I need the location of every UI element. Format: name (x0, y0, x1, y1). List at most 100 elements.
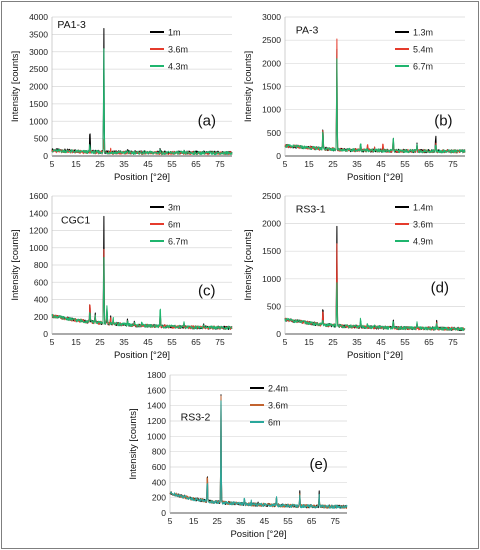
x-tick-label: 25 (95, 159, 105, 169)
y-tick-label: 1200 (147, 416, 166, 426)
legend-label: 3m (168, 203, 181, 213)
legend-label: 3.6m (268, 401, 288, 411)
chart-panel-d: 0 500 1000 1500 2000 2500 5 15 25 35 45 55 65 75 1.4m 3… (243, 191, 466, 361)
y-axis-title: Intensity [counts] (10, 229, 21, 300)
x-axis-title: Position [°2θ] (347, 172, 403, 183)
y-tick-label: 1800 (147, 370, 166, 380)
x-tick-label: 65 (191, 337, 201, 347)
legend-label: 6m (168, 220, 181, 230)
y-tick-label: 1500 (29, 99, 48, 109)
y-tick-label: 3000 (262, 12, 281, 22)
legend-label: 6.7m (168, 237, 188, 247)
x-axis-title: Position [°2θ] (114, 350, 170, 361)
x-tick-label: 35 (352, 159, 362, 169)
x-tick-label: 45 (143, 159, 153, 169)
legend-label: 2.4m (268, 384, 288, 394)
x-tick-label: 55 (400, 159, 410, 169)
sample-label: PA1-3 (57, 19, 86, 31)
y-tick-label: 2500 (29, 64, 48, 74)
y-tick-label: 2000 (29, 82, 48, 92)
x-tick-label: 35 (236, 516, 246, 526)
x-tick-label: 75 (215, 337, 225, 347)
y-tick-label: 500 (34, 134, 48, 144)
x-tick-label: 65 (307, 516, 317, 526)
panel-letter: (c) (198, 282, 216, 299)
chart-panel-c: 0 200 400 600 800 1000 1200 1400 1600 5 15 25 35 45 55… (10, 191, 233, 361)
legend-label: 4.9m (413, 237, 433, 247)
y-tick-label: 3000 (29, 47, 48, 57)
x-tick-label: 75 (330, 516, 340, 526)
x-axis-title: Position [°2θ] (347, 350, 403, 361)
y-tick-label: 2500 (262, 35, 281, 45)
y-tick-label: 500 (267, 301, 281, 311)
panel-letter: (a) (198, 112, 216, 129)
legend-label: 6.7m (413, 62, 433, 72)
x-tick-label: 15 (304, 159, 314, 169)
x-tick-label: 65 (424, 337, 434, 347)
x-axis-title: Position [°2θ] (114, 172, 170, 183)
series-line-4.3m (51, 48, 233, 156)
x-axis-title: Position [°2θ] (230, 529, 286, 540)
x-tick-label: 45 (260, 516, 270, 526)
legend-label: 3.6m (168, 45, 188, 55)
legend-label: 1m (168, 28, 181, 38)
sample-label: CGC1 (61, 215, 90, 227)
y-tick-label: 1000 (29, 116, 48, 126)
x-tick-label: 35 (352, 337, 362, 347)
x-tick-label: 35 (119, 159, 129, 169)
legend-label: 1.3m (413, 28, 433, 38)
y-tick-label: 2500 (262, 191, 281, 201)
legend-label: 6m (268, 418, 281, 428)
y-axis-title: Intensity [counts] (128, 408, 139, 479)
x-tick-label: 45 (376, 159, 386, 169)
y-axis-title: Intensity [counts] (10, 51, 21, 122)
x-tick-label: 5 (50, 159, 55, 169)
y-tick-label: 4000 (29, 12, 48, 22)
y-tick-label: 1000 (262, 274, 281, 284)
x-tick-label: 55 (283, 516, 293, 526)
y-tick-label: 1200 (29, 226, 48, 236)
x-tick-label: 25 (328, 337, 338, 347)
chart-panel-b: 0 500 1000 1500 2000 2500 3000 5 15 25 35 45 55 65 75 1… (243, 12, 466, 183)
x-tick-label: 25 (95, 337, 105, 347)
x-tick-label: 75 (215, 159, 225, 169)
legend-label: 3.6m (413, 220, 433, 230)
x-tick-label: 15 (189, 516, 199, 526)
y-tick-label: 0 (276, 151, 281, 161)
x-tick-label: 5 (168, 516, 173, 526)
x-tick-label: 55 (167, 337, 177, 347)
legend-label: 1.4m (413, 203, 433, 213)
x-tick-label: 45 (376, 337, 386, 347)
y-tick-label: 2000 (262, 58, 281, 68)
y-tick-label: 1500 (262, 82, 281, 92)
y-tick-label: 1600 (147, 385, 166, 395)
x-tick-label: 65 (191, 159, 201, 169)
x-tick-label: 75 (448, 337, 458, 347)
x-tick-label: 75 (448, 159, 458, 169)
y-tick-label: 200 (152, 493, 166, 503)
y-tick-label: 800 (152, 447, 166, 457)
y-tick-label: 400 (152, 477, 166, 487)
x-tick-label: 55 (167, 159, 177, 169)
series-line-6.7m (284, 58, 466, 154)
panel-letter: (b) (434, 112, 452, 129)
x-tick-label: 25 (328, 159, 338, 169)
y-tick-label: 1400 (29, 208, 48, 218)
y-tick-label: 800 (34, 260, 48, 270)
x-tick-label: 35 (119, 337, 129, 347)
x-tick-label: 45 (143, 337, 153, 347)
sample-label: RS3-1 (296, 204, 326, 216)
x-tick-label: 15 (304, 337, 314, 347)
series-line-6m (169, 400, 348, 509)
x-tick-label: 15 (71, 337, 81, 347)
y-tick-label: 1600 (29, 191, 48, 201)
sample-label: PA-3 (296, 25, 319, 37)
y-axis-title: Intensity [counts] (243, 51, 254, 122)
y-axis-title: Intensity [counts] (243, 229, 254, 300)
x-tick-label: 15 (71, 159, 81, 169)
y-tick-label: 1000 (147, 431, 166, 441)
y-tick-label: 0 (43, 329, 48, 339)
